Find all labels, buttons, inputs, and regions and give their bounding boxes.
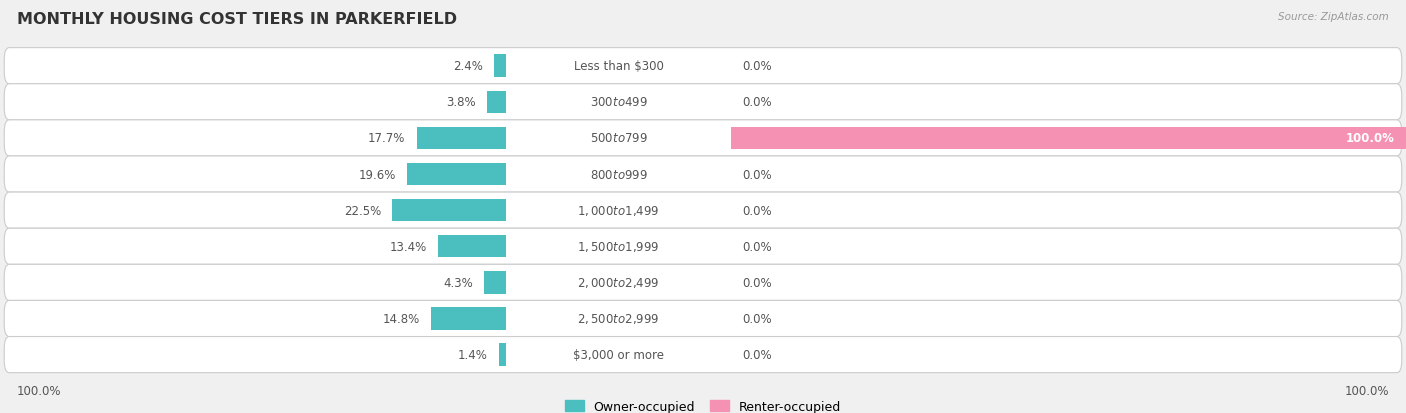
Text: Less than $300: Less than $300 <box>574 60 664 73</box>
Bar <box>392 199 506 222</box>
Text: $500 to $799: $500 to $799 <box>589 132 648 145</box>
Text: 17.7%: 17.7% <box>368 132 405 145</box>
Bar <box>486 91 506 114</box>
Text: 0.0%: 0.0% <box>742 240 772 253</box>
Text: 0.0%: 0.0% <box>742 348 772 361</box>
Text: 3.8%: 3.8% <box>446 96 475 109</box>
Bar <box>494 55 506 78</box>
Text: 19.6%: 19.6% <box>359 168 395 181</box>
FancyBboxPatch shape <box>4 337 1402 373</box>
Text: MONTHLY HOUSING COST TIERS IN PARKERFIELD: MONTHLY HOUSING COST TIERS IN PARKERFIEL… <box>17 12 457 27</box>
Bar <box>406 164 506 186</box>
Legend: Owner-occupied, Renter-occupied: Owner-occupied, Renter-occupied <box>560 395 846 413</box>
Text: 100.0%: 100.0% <box>1346 132 1395 145</box>
FancyBboxPatch shape <box>4 229 1402 265</box>
Bar <box>416 127 506 150</box>
FancyBboxPatch shape <box>4 85 1402 121</box>
Bar <box>485 271 506 294</box>
Text: 0.0%: 0.0% <box>742 204 772 217</box>
Text: $2,500 to $2,999: $2,500 to $2,999 <box>578 312 659 326</box>
Text: Source: ZipAtlas.com: Source: ZipAtlas.com <box>1278 12 1389 22</box>
Text: 22.5%: 22.5% <box>344 204 381 217</box>
FancyBboxPatch shape <box>4 192 1402 229</box>
Text: $1,500 to $1,999: $1,500 to $1,999 <box>578 240 659 254</box>
Text: 2.4%: 2.4% <box>453 60 482 73</box>
Text: 0.0%: 0.0% <box>742 312 772 325</box>
Bar <box>439 235 506 258</box>
Text: 0.0%: 0.0% <box>742 276 772 289</box>
Bar <box>731 127 1406 150</box>
Bar <box>432 308 506 330</box>
Bar <box>499 344 506 366</box>
Text: $1,000 to $1,499: $1,000 to $1,499 <box>578 204 659 218</box>
FancyBboxPatch shape <box>4 157 1402 192</box>
Text: $3,000 or more: $3,000 or more <box>574 348 664 361</box>
Text: $300 to $499: $300 to $499 <box>589 96 648 109</box>
Text: 4.3%: 4.3% <box>443 276 474 289</box>
Text: 13.4%: 13.4% <box>389 240 427 253</box>
FancyBboxPatch shape <box>4 301 1402 337</box>
FancyBboxPatch shape <box>4 265 1402 301</box>
Text: 14.8%: 14.8% <box>382 312 420 325</box>
Text: 0.0%: 0.0% <box>742 168 772 181</box>
Text: 100.0%: 100.0% <box>1344 384 1389 397</box>
Text: $2,000 to $2,499: $2,000 to $2,499 <box>578 276 659 290</box>
Text: 0.0%: 0.0% <box>742 96 772 109</box>
Text: 100.0%: 100.0% <box>17 384 62 397</box>
Text: $800 to $999: $800 to $999 <box>589 168 648 181</box>
FancyBboxPatch shape <box>4 48 1402 85</box>
Text: 0.0%: 0.0% <box>742 60 772 73</box>
Text: 1.4%: 1.4% <box>458 348 488 361</box>
FancyBboxPatch shape <box>4 121 1402 157</box>
